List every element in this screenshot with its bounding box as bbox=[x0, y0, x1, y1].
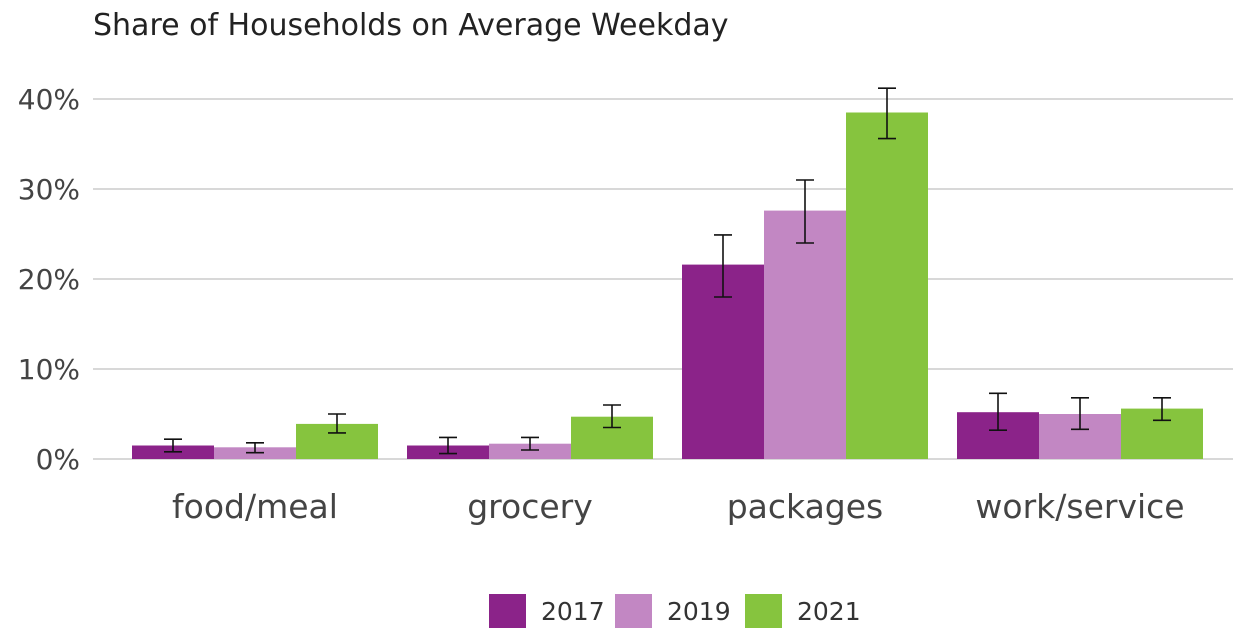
y-tick-label: 0% bbox=[36, 443, 80, 476]
legend-label: 2021 bbox=[797, 597, 861, 626]
y-tick-label: 20% bbox=[18, 263, 80, 296]
x-category-label: grocery bbox=[467, 487, 593, 526]
bar bbox=[846, 112, 928, 459]
chart-title: Share of Households on Average Weekday bbox=[93, 8, 729, 43]
x-category-label: work/service bbox=[975, 487, 1184, 526]
x-category-label: packages bbox=[727, 487, 884, 526]
legend-swatch bbox=[615, 594, 652, 628]
legend: 2017 2019 2021 bbox=[489, 594, 861, 628]
x-category-label: food/meal bbox=[172, 487, 338, 526]
y-tick-label: 40% bbox=[18, 83, 80, 116]
axis-labels: 0% 10% 20% 30% 40% food/meal grocery packages wo… bbox=[18, 83, 1185, 526]
legend-swatch bbox=[745, 594, 782, 628]
gridlines bbox=[93, 98, 1233, 460]
y-tick-label: 10% bbox=[18, 353, 80, 386]
bars bbox=[132, 112, 1203, 459]
y-tick-label: 30% bbox=[18, 173, 80, 206]
legend-label: 2019 bbox=[667, 597, 731, 626]
bar bbox=[489, 443, 571, 459]
bar bbox=[764, 210, 846, 459]
legend-label: 2017 bbox=[541, 597, 605, 626]
legend-swatch bbox=[489, 594, 526, 628]
error-bars bbox=[164, 87, 1171, 455]
